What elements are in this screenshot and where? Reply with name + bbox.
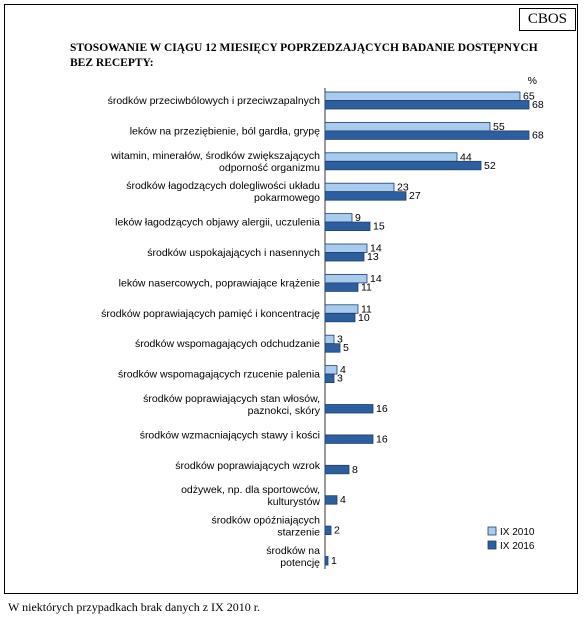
- bar-2010: [324, 304, 359, 314]
- category-label: środków wzmacniających stawy i kości: [140, 429, 320, 441]
- value-label-2016: 8: [352, 464, 358, 476]
- bar-2010: [324, 243, 368, 253]
- bar-2016: [324, 252, 365, 262]
- category-label: środków łagodzących dolegliwości układu p…: [126, 180, 320, 204]
- value-label-2016: 68: [532, 129, 544, 141]
- bar-2016: [324, 130, 530, 140]
- bar-2016: [324, 191, 407, 201]
- legend-label: IX 2010: [500, 527, 535, 538]
- value-label-2016: 52: [484, 160, 496, 172]
- bar-2016: [324, 100, 530, 110]
- value-label-2010: 23: [397, 182, 409, 194]
- category-label: środków poprawiających stan włosów, pazno…: [143, 393, 321, 417]
- bar-2016: [324, 160, 482, 171]
- bar-2016: [324, 556, 329, 566]
- bar-2010: [324, 213, 353, 223]
- bar-2016: [324, 525, 332, 535]
- bar-2016: [324, 282, 359, 292]
- value-label-2010: 55: [493, 121, 505, 133]
- category-label: leków nasercowych, poprawiające krążenie: [119, 277, 321, 289]
- legend-swatch: [487, 526, 497, 536]
- legend-label: IX 2016: [500, 541, 535, 552]
- bar-2016: [324, 434, 374, 444]
- brand-label: CBOS: [518, 8, 576, 31]
- category-label: leków na przeziębienie, ból gardła, gryp…: [130, 125, 320, 137]
- category-label: środków uspokajających i nasennych: [147, 247, 320, 259]
- bar-2010: [324, 182, 395, 193]
- chart-title: STOSOWANIE W CIĄGU 12 MIESIĘCY POPRZEDZA…: [70, 42, 538, 69]
- bar-2010: [324, 152, 458, 162]
- bar-2010: [324, 365, 338, 375]
- unit-label: %: [528, 75, 537, 87]
- value-label-2016: 2: [334, 525, 340, 537]
- category-label: środków poprawiających pamięć i koncentr…: [101, 308, 320, 320]
- category-label: środków poprawiających wzrok: [175, 460, 320, 472]
- bar-2016: [324, 464, 350, 475]
- value-label-2010: 11: [361, 303, 372, 315]
- category-label: środków przeciwbólowych i przeciwzapalny…: [108, 95, 321, 107]
- value-label-2016: 16: [376, 433, 388, 445]
- value-label-2010: 14: [370, 243, 382, 255]
- value-label-2016: 1: [331, 555, 337, 567]
- value-label-2016: 4: [340, 494, 346, 506]
- legend-swatch: [487, 540, 497, 550]
- category-label: środków wspomagających odchudzanie: [135, 338, 320, 350]
- footnote: W niektórych przypadkach brak danych z I…: [8, 600, 261, 614]
- value-label-2010: 3: [337, 334, 343, 346]
- value-label-2016: 16: [376, 403, 388, 415]
- value-label-2016: 13: [367, 251, 379, 263]
- chart-frame: [4, 4, 578, 594]
- value-label-2016: 15: [373, 221, 385, 233]
- category-label: środków na potencję: [266, 545, 320, 569]
- category-label: leków łagodzących objawy alergii, uczule…: [115, 217, 320, 229]
- bar-2016: [324, 404, 374, 414]
- bar-2010: [324, 122, 491, 132]
- value-label-2010: 14: [370, 273, 382, 285]
- value-label-2016: 3: [337, 373, 343, 385]
- bar-2016: [324, 221, 371, 232]
- value-label-2016: 5: [343, 342, 349, 354]
- bar-2016: [324, 495, 338, 505]
- category-label: witamin, minerałów, środków zwiększający…: [110, 150, 320, 174]
- value-label-2010: 4: [340, 364, 346, 376]
- value-label-2016: 10: [358, 312, 370, 324]
- bar-2016: [324, 373, 335, 384]
- value-label-2010: 9: [355, 212, 361, 224]
- value-label-2016: 68: [532, 99, 544, 111]
- bar-2016: [324, 343, 341, 353]
- category-label: odżywek, np. dla sportowców, kulturystów: [181, 484, 320, 508]
- value-label-2010: 65: [523, 91, 535, 103]
- category-label: środków opóźniających starzenie: [211, 515, 320, 539]
- bar-2016: [324, 312, 356, 323]
- category-label: środków wspomagających rzucenie palenia: [118, 369, 320, 381]
- value-label-2016: 11: [361, 281, 372, 293]
- value-label-2010: 44: [460, 151, 472, 163]
- bar-2010: [324, 334, 335, 345]
- bar-2010: [324, 91, 521, 101]
- bar-chart: % środków przeciwbólowych i przeciwzapaln…: [101, 75, 544, 569]
- value-label-2016: 27: [409, 190, 421, 202]
